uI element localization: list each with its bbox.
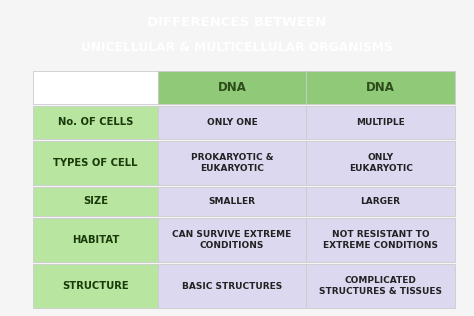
Bar [158,218,306,262]
Bar [158,264,306,308]
Bar [33,141,158,185]
Text: DNA: DNA [366,81,395,94]
Bar [158,71,306,104]
Text: No. OF CELLS: No. OF CELLS [58,117,133,127]
Text: BASIC STRUCTURES: BASIC STRUCTURES [182,282,282,291]
Bar [33,106,158,138]
Text: SMALLER: SMALLER [209,197,255,206]
Bar [306,187,455,216]
Text: LARGER: LARGER [361,197,401,206]
Text: ONLY ONE: ONLY ONE [207,118,257,127]
Text: CAN SURVIVE EXTREME
CONDITIONS: CAN SURVIVE EXTREME CONDITIONS [172,230,292,250]
Text: ONLY
EUKARYOTIC: ONLY EUKARYOTIC [349,153,412,173]
Text: MULTIPLE: MULTIPLE [356,118,405,127]
Text: TYPES OF CELL: TYPES OF CELL [53,158,137,168]
Text: COMPLICATED
STRUCTURES & TISSUES: COMPLICATED STRUCTURES & TISSUES [319,276,442,296]
Text: DIFFERENCES BETWEEN: DIFFERENCES BETWEEN [147,15,327,29]
Text: UNICELLULAR & MULTICELLULAR ORGANISMS: UNICELLULAR & MULTICELLULAR ORGANISMS [81,41,393,54]
Bar [306,141,455,185]
Bar [33,218,158,262]
Text: STRUCTURE: STRUCTURE [62,281,129,291]
Bar [306,218,455,262]
Text: HABITAT: HABITAT [72,235,119,245]
Text: DNA: DNA [218,81,246,94]
Bar [158,187,306,216]
Text: PROKARYOTIC &
EUKARYOTIC: PROKARYOTIC & EUKARYOTIC [191,153,273,173]
Bar [306,264,455,308]
Bar [158,106,306,138]
Bar [33,187,158,216]
Text: SIZE: SIZE [83,196,108,206]
Bar [306,106,455,138]
Bar [33,71,158,104]
Text: NOT RESISTANT TO
EXTREME CONDITIONS: NOT RESISTANT TO EXTREME CONDITIONS [323,230,438,250]
Bar [33,264,158,308]
Bar [158,141,306,185]
Bar [306,71,455,104]
